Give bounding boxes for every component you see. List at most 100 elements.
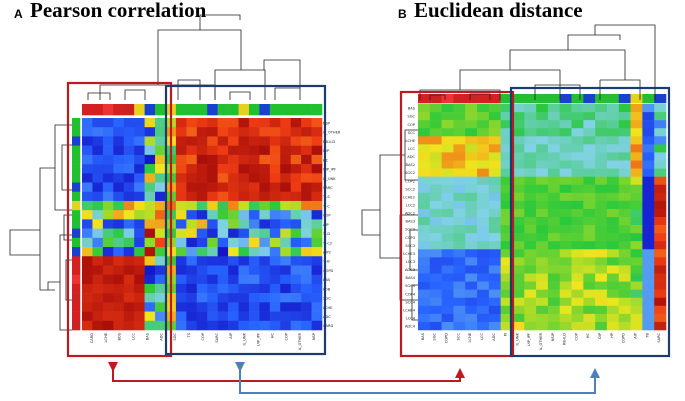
heatmap-cell bbox=[606, 168, 620, 177]
heatmap-cell bbox=[113, 274, 125, 285]
heatmap-cell bbox=[82, 219, 93, 229]
heatmap-cell bbox=[512, 273, 525, 282]
heatmap-cell bbox=[113, 145, 125, 156]
heatmap-cell bbox=[524, 208, 537, 218]
heatmap-cell bbox=[642, 289, 655, 299]
heatmap-cell bbox=[595, 257, 608, 266]
heatmap-cell bbox=[595, 200, 608, 210]
heatmap-cell bbox=[654, 265, 667, 274]
heatmap-cell bbox=[512, 136, 525, 145]
heatmap-cell bbox=[583, 225, 596, 234]
heatmap-cell bbox=[301, 191, 312, 202]
heatmap-cell bbox=[123, 145, 135, 156]
heatmap-cell bbox=[186, 164, 198, 174]
heatmap-cell bbox=[102, 118, 114, 128]
heatmap-cell bbox=[524, 265, 537, 274]
heatmap-cell bbox=[134, 200, 145, 211]
heatmap-cell bbox=[630, 104, 643, 113]
heatmap-cell bbox=[259, 311, 271, 322]
heatmap-cell bbox=[524, 297, 537, 307]
heatmap-cell bbox=[583, 152, 596, 161]
heatmap-cell bbox=[248, 118, 260, 128]
heatmap-cell bbox=[311, 311, 323, 322]
heatmap-cell bbox=[207, 228, 218, 239]
heatmap-cell bbox=[248, 127, 260, 137]
row-label: ADC3 bbox=[405, 268, 415, 272]
heatmap-cell bbox=[123, 191, 135, 202]
heatmap-cell bbox=[238, 311, 250, 322]
panel-a-left-annotation bbox=[72, 118, 81, 331]
heatmap-cell bbox=[186, 247, 198, 257]
heatmap-cell bbox=[228, 127, 239, 137]
heatmap-cell bbox=[259, 154, 271, 165]
heatmap-cell bbox=[123, 164, 135, 174]
heatmap-cell bbox=[500, 112, 513, 121]
heatmap-cell bbox=[82, 145, 93, 156]
heatmap-cell bbox=[465, 289, 478, 299]
annotation-cell bbox=[72, 237, 81, 248]
heatmap-cell bbox=[217, 127, 229, 137]
row-label: COP4 bbox=[405, 292, 416, 296]
annotation-cell bbox=[654, 94, 667, 104]
heatmap-cell bbox=[269, 200, 281, 211]
heatmap-cell bbox=[301, 145, 312, 156]
heatmap-cell bbox=[429, 321, 442, 331]
heatmap-cell bbox=[559, 289, 572, 299]
heatmap-cell bbox=[512, 104, 525, 113]
heatmap-cell bbox=[465, 160, 478, 169]
heatmap-cell bbox=[654, 297, 667, 307]
heatmap-cell bbox=[92, 145, 104, 156]
heatmap-cell bbox=[500, 104, 513, 113]
heatmap-cell bbox=[301, 320, 312, 331]
heatmap-cell bbox=[465, 305, 478, 315]
row-label: COP bbox=[407, 123, 415, 127]
heatmap-cell bbox=[269, 265, 281, 275]
heatmap-cell bbox=[536, 321, 549, 331]
row-label: LOB bbox=[323, 287, 331, 291]
heatmap-cell bbox=[301, 219, 312, 229]
heatmap-cell bbox=[175, 302, 187, 312]
heatmap-cell bbox=[82, 320, 93, 331]
heatmap-cell bbox=[92, 182, 104, 193]
heatmap-cell bbox=[248, 219, 260, 229]
heatmap-cell bbox=[630, 128, 643, 137]
heatmap-cell bbox=[102, 200, 114, 211]
heatmap-cell bbox=[559, 305, 572, 315]
heatmap-cell bbox=[134, 154, 145, 165]
heatmap-cell bbox=[228, 283, 239, 294]
heatmap-cell bbox=[465, 104, 478, 113]
heatmap-cell bbox=[429, 265, 442, 274]
row-label: SARC bbox=[323, 186, 333, 190]
row-label: LCHE3 bbox=[403, 252, 415, 256]
heatmap-cell bbox=[238, 154, 250, 165]
heatmap-cell bbox=[583, 257, 596, 266]
heatmap-cell bbox=[144, 219, 156, 229]
heatmap-cell bbox=[618, 281, 631, 290]
heatmap-cell bbox=[207, 302, 218, 312]
heatmap-cell bbox=[536, 192, 549, 202]
heatmap-cell bbox=[654, 176, 667, 186]
heatmap-cell bbox=[123, 219, 135, 229]
heatmap-cell bbox=[301, 127, 312, 137]
heatmap-cell bbox=[453, 136, 466, 145]
column-label: BAS bbox=[421, 332, 425, 340]
annotation-cell bbox=[144, 104, 156, 116]
heatmap-cell bbox=[477, 208, 490, 218]
heatmap-cell bbox=[595, 184, 608, 194]
heatmap-cell bbox=[500, 136, 513, 145]
heatmap-cell bbox=[630, 265, 643, 274]
heatmap-cell bbox=[536, 281, 549, 290]
row-label: CARD bbox=[323, 324, 333, 328]
heatmap-cell bbox=[269, 127, 281, 137]
row-label: RB-ILD bbox=[323, 140, 335, 144]
annotation-cell bbox=[217, 104, 229, 116]
heatmap-cell bbox=[238, 200, 250, 211]
heatmap-cell bbox=[259, 265, 271, 275]
heatmap-cell bbox=[429, 160, 442, 169]
heatmap-cell bbox=[259, 320, 271, 331]
heatmap-cell bbox=[259, 182, 271, 193]
heatmap-cell bbox=[441, 241, 454, 250]
heatmap-cell bbox=[186, 283, 198, 294]
heatmap-cell bbox=[500, 273, 513, 282]
panel-b-column-labels: BAS SGC COPD SCC LCHE LCC ADC PJ IL_UNK UIP_IPF IL… bbox=[421, 332, 661, 350]
